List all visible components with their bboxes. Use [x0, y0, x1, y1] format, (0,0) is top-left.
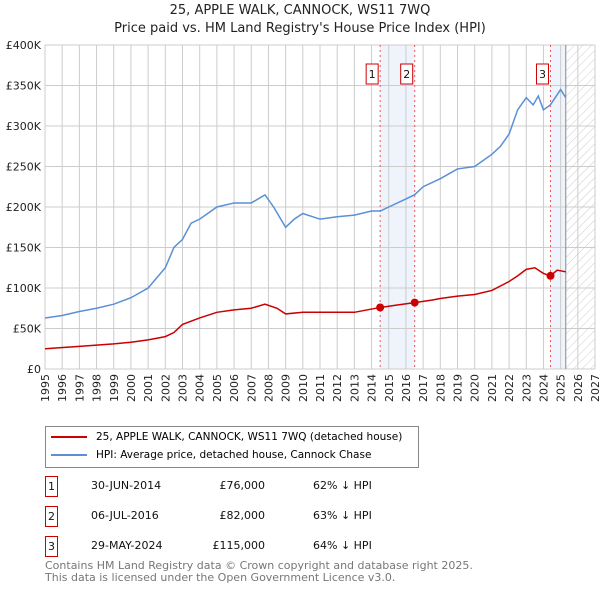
legend-label-hpi: HPI: Average price, detached house, Cann…: [96, 449, 372, 461]
sale-date: 30-JUN-2014: [91, 479, 162, 492]
x-tick-label: 1995: [39, 374, 52, 402]
x-tick-label: 2022: [503, 374, 516, 402]
x-tick-label: 2000: [125, 374, 138, 402]
x-tick-label: 2014: [366, 374, 379, 402]
x-tick-label: 2007: [245, 374, 258, 402]
x-tick-label: 1998: [91, 374, 104, 402]
sale-hpi-diff: 63% ↓ HPI: [313, 509, 372, 522]
sale-price: £82,000: [219, 509, 266, 522]
y-tick-label: £300K: [6, 120, 42, 133]
legend-blue-line: [51, 454, 87, 456]
x-tick-label: 2003: [177, 374, 190, 402]
x-tick-label: 2023: [520, 374, 533, 402]
sale-date: 06-JUL-2016: [91, 509, 159, 522]
chart-title: 25, APPLE WALK, CANNOCK, WS11 7WQ: [169, 3, 431, 18]
y-tick-label: £200K: [6, 201, 42, 214]
y-tick-label: £350K: [6, 80, 42, 93]
y-tick-label: £0: [27, 363, 41, 376]
x-tick-label: 2017: [417, 374, 430, 402]
legend-red-line: [51, 436, 87, 438]
x-tick-label: 2025: [555, 374, 568, 402]
sale-point: [546, 271, 555, 280]
x-tick-label: 2024: [537, 374, 550, 402]
sale-marker-label: 1: [369, 68, 376, 81]
x-tick-label: 2009: [280, 374, 293, 402]
x-tick-label: 2027: [589, 374, 600, 402]
x-tick-label: 2005: [211, 374, 224, 402]
sale-price: £76,000: [219, 479, 266, 492]
legend: 25, APPLE WALK, CANNOCK, WS11 7WQ (detac…: [45, 426, 419, 468]
sale-price: £115,000: [212, 539, 266, 552]
sale-row: 1 30-JUN-2014 £76,000 62% ↓ HPI: [45, 476, 445, 498]
x-tick-label: 2006: [228, 374, 241, 402]
sale-marker-box: [365, 63, 379, 85]
sale-marker-label: 3: [539, 68, 546, 81]
y-tick-label: £50K: [13, 323, 42, 336]
sale-hpi-diff: 62% ↓ HPI: [313, 479, 372, 492]
sale-marker-box: [535, 63, 549, 85]
sale-marker: 3: [45, 536, 58, 557]
x-tick-label: 1996: [56, 374, 69, 402]
footer: Contains HM Land Registry data © Crown c…: [45, 560, 473, 584]
y-tick-label: £400K: [6, 39, 42, 52]
x-tick-label: 2018: [434, 374, 447, 402]
y-tick-label: £250K: [6, 161, 42, 174]
x-tick-label: 2011: [314, 374, 327, 402]
sale-point: [410, 298, 419, 307]
sale-hpi-diff: 64% ↓ HPI: [313, 539, 372, 552]
x-tick-label: 1999: [108, 374, 121, 402]
x-tick-label: 2012: [331, 374, 344, 402]
x-tick-label: 2010: [297, 374, 310, 402]
sale-point: [376, 303, 385, 312]
x-tick-label: 2008: [262, 374, 275, 402]
x-tick-label: 2004: [194, 374, 207, 402]
footer-line-1: Contains HM Land Registry data © Crown c…: [45, 559, 473, 572]
sale-row: 3 29-MAY-2024 £115,000 64% ↓ HPI: [45, 536, 445, 558]
x-tick-label: 2020: [469, 374, 482, 402]
sale-marker-label: 2: [403, 68, 410, 81]
x-tick-label: 2016: [400, 374, 413, 402]
property-price-line: [44, 266, 566, 350]
sale-marker-box: [400, 63, 414, 85]
y-tick-label: £150K: [6, 242, 42, 255]
hpi-line: [44, 88, 567, 319]
x-tick-label: 2019: [452, 374, 465, 402]
price-chart: 1995 1996 1997 1998 1999 2000 2001 2002 2003 2004…: [6, 39, 600, 402]
x-tick-label: 2001: [142, 374, 155, 402]
x-tick-label: 2013: [348, 374, 361, 402]
y-tick-label: £100K: [6, 282, 42, 295]
legend-label-property: 25, APPLE WALK, CANNOCK, WS11 7WQ (detac…: [96, 431, 403, 443]
x-tick-label: 2015: [383, 374, 396, 402]
sale-marker: 1: [45, 476, 58, 497]
sale-date: 29-MAY-2024: [91, 539, 163, 552]
chart-subtitle: Price paid vs. HM Land Registry's House …: [114, 21, 486, 36]
x-tick-label: 2026: [572, 374, 585, 402]
footer-line-2: This data is licensed under the Open Gov…: [45, 571, 396, 584]
sale-row: 2 06-JUL-2016 £82,000 63% ↓ HPI: [45, 506, 445, 528]
x-tick-label: 2002: [159, 374, 172, 402]
x-tick-label: 2021: [486, 374, 499, 402]
sale-marker: 2: [45, 506, 58, 527]
x-tick-label: 1997: [73, 374, 86, 402]
